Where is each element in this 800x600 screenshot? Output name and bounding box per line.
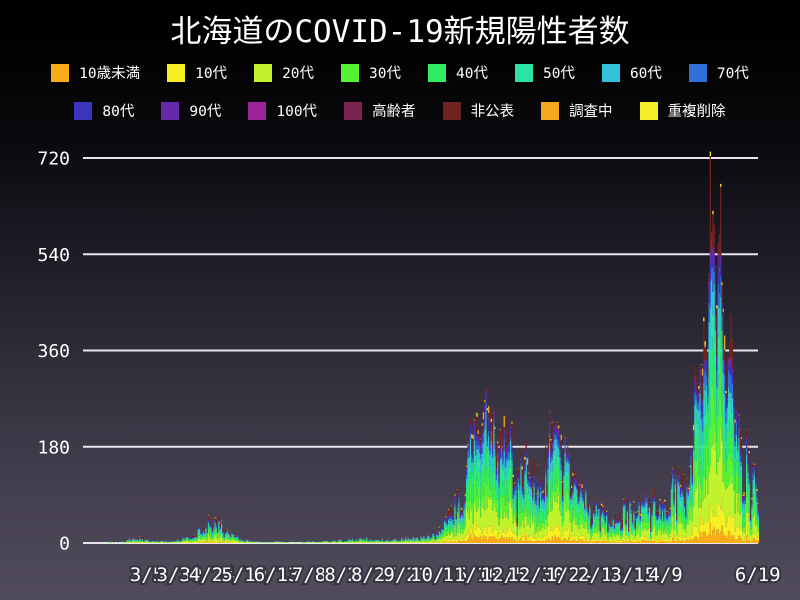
legend-swatch-icon (442, 101, 461, 120)
x-axis-tick-label: 3/5 (130, 564, 164, 586)
legend-item: 30代 (341, 62, 401, 83)
x-axis-tick-label: 11/10 (442, 564, 499, 586)
legend-item-label: 40代 (456, 66, 488, 82)
x-axis-tick-label: 5/19 (221, 564, 267, 586)
x-axis-tick-label: 8/2 (324, 564, 358, 586)
legend-item-label: 30代 (369, 66, 401, 82)
legend-item: 重複削除 (639, 100, 726, 121)
y-axis-tick-label: 720 (37, 149, 70, 170)
legend-item-label: 80代 (102, 104, 135, 120)
legend-swatch-icon (74, 101, 93, 120)
legend-swatch-icon (167, 63, 186, 82)
legend-swatch-icon (344, 101, 363, 120)
y-axis-tick-label: 180 (37, 437, 70, 458)
x-axis-tick-label: 3/15 (610, 564, 656, 586)
x-axis-tick-label: 2/18 (578, 564, 624, 586)
legend-row: 80代 90代 100代 高齢者 非公表 調査中 重複削除 (0, 100, 800, 121)
chart-title: 北海道のCOVID-19新規陽性者数 (170, 14, 630, 50)
legend-swatch-icon (161, 101, 180, 120)
legend-swatch-icon (428, 63, 446, 82)
legend-item-label: 10代 (195, 66, 228, 82)
legend-item-label: 100代 (276, 104, 318, 120)
y-axis-tick-label: 0 (59, 534, 70, 555)
legend-swatch-icon (254, 63, 273, 82)
legend-item-label: 70代 (716, 66, 749, 82)
x-axis-tick-label: 3/30 (157, 564, 203, 586)
legend-item: 60代 (601, 62, 662, 83)
legend-swatch-icon (514, 63, 533, 82)
legend-item: 40代 (428, 62, 488, 83)
legend-item: 高齢者 (344, 100, 416, 121)
legend-item: 調査中 (541, 100, 613, 121)
x-axis-tick-label: 6/19 (735, 564, 781, 586)
x-axis-tick-label: 8/27 (351, 564, 397, 586)
x-axis-tick-label: 9/21 (383, 564, 429, 586)
legend-item-label: 90代 (189, 104, 222, 120)
legend-item: 20代 (254, 62, 314, 83)
legend-swatch-icon (688, 63, 707, 82)
y-axis-tick-label: 360 (37, 341, 70, 362)
x-axis-tick-label: 10/16 (410, 564, 467, 586)
legend-item: 10代 (167, 62, 227, 83)
legend-swatch-icon (248, 101, 267, 120)
legend-item: 70代 (688, 62, 749, 83)
legend-item-label: 10歳未満 (79, 66, 141, 82)
x-axis-tick-label: 4/9 (648, 564, 682, 586)
legend-swatch-icon (341, 63, 360, 82)
x-axis-tick-label: 12/30 (507, 564, 564, 586)
legend-item-label: 調査中 (569, 104, 613, 120)
legend-item-label: 高齢者 (372, 104, 416, 120)
legend-item: 50代 (514, 62, 575, 83)
legend-row: 10歳未満 10代 20代 30代 40代 50代 60代 70代 (0, 62, 800, 83)
legend-swatch-icon (51, 63, 70, 82)
y-axis-tick-label: 540 (37, 245, 70, 266)
x-axis-tick-label: 6/13 (254, 564, 300, 586)
legend-item-label: 非公表 (470, 104, 515, 120)
x-axis-tick-label: 1/24 (546, 564, 592, 586)
legend-swatch-icon (541, 101, 560, 120)
legend-swatch-icon (601, 63, 620, 82)
legend-item-label: 重複削除 (667, 104, 726, 120)
legend-swatch-icon (639, 101, 658, 120)
legend: 10歳未満 10代 20代 30代 40代 50代 60代 70代 80代 90代 100代 高齢者 非… (0, 62, 800, 138)
legend-item: 80代 (74, 100, 134, 121)
legend-item-label: 20代 (282, 66, 315, 82)
x-axis-tick-label: 4/24 (189, 564, 235, 586)
x-axis-tick-label: 12/5 (481, 564, 527, 586)
legend-item-label: 50代 (542, 66, 575, 82)
legend-item: 90代 (161, 100, 221, 121)
legend-item: 非公表 (442, 100, 515, 121)
legend-item: 100代 (248, 100, 317, 121)
legend-item-label: 60代 (629, 66, 662, 82)
x-axis-tick-label: 7/8 (292, 564, 326, 586)
legend-item: 10歳未満 (51, 62, 140, 83)
